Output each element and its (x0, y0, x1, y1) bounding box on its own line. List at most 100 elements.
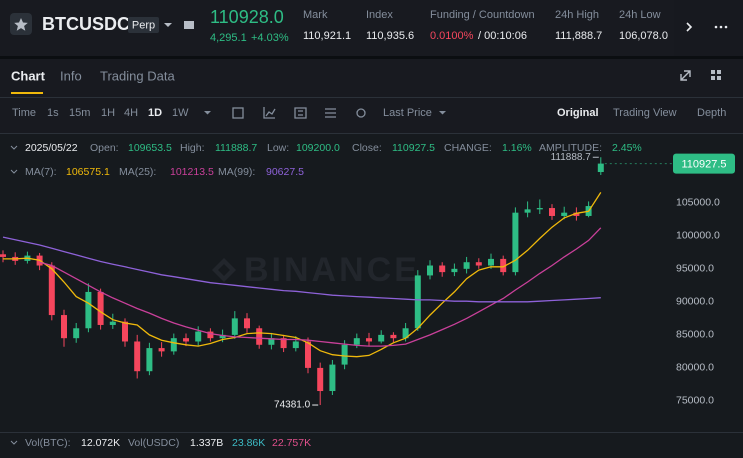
ma-legend-value: 106575.1 (66, 166, 110, 178)
stat-extra: / 00:10:06 (478, 30, 527, 42)
last-price-text: 110927.5 (681, 159, 726, 171)
candle-body (170, 338, 177, 352)
candle-body (48, 265, 55, 316)
price-change: 4,295.1 (210, 32, 247, 44)
vol-label: Vol(USDC) (128, 437, 179, 449)
interval[interactable]: 1H (101, 107, 115, 119)
candle-body (207, 331, 214, 339)
y-tick-label: 80000.0 (676, 362, 714, 374)
settings-list-icon[interactable] (325, 108, 336, 118)
stat-label: 24h High (555, 9, 599, 21)
candle-body (61, 315, 67, 339)
candle-body (549, 208, 555, 216)
vol-label: Vol(BTC): (25, 437, 71, 449)
chevron[interactable] (10, 440, 18, 445)
y-tick-label: 75000.0 (676, 395, 714, 407)
fullscreen-icon[interactable] (680, 70, 691, 81)
candle-body (317, 367, 324, 392)
candle-body (561, 212, 568, 216)
candle-body (597, 163, 604, 173)
layout-icon[interactable] (711, 70, 721, 80)
scroll-right[interactable] (686, 22, 693, 32)
candle-body (280, 338, 287, 349)
candle-body (353, 338, 360, 345)
separator (0, 97, 743, 98)
interval[interactable]: 1W (172, 107, 189, 119)
info-label: Close: (352, 142, 382, 154)
tab[interactable]: Info (60, 68, 82, 83)
view[interactable]: Trading View (613, 107, 677, 119)
ma-line (39, 227, 602, 347)
price-type[interactable]: Last Price (383, 107, 432, 119)
chevron[interactable] (10, 145, 18, 150)
stat-value: 110,935.6 (366, 30, 414, 42)
stat-label: 24h Low (619, 9, 661, 21)
indicator-icon[interactable] (263, 107, 276, 119)
separator (0, 133, 743, 134)
view-active[interactable]: Original (557, 107, 599, 119)
badge-text: Perp (132, 19, 155, 31)
candle-body (183, 338, 189, 342)
toolbar-icons (232, 107, 366, 119)
candle-body (256, 328, 263, 345)
caret[interactable] (164, 23, 172, 27)
plot: 105000.0 100000.0 95000.0 90000.0 85000.0 800… (0, 152, 735, 411)
ma-legend-name: MA(7): (25, 166, 57, 178)
stat-value: 111,888.7 (555, 30, 602, 42)
watermark: BINANCE (244, 251, 420, 289)
chart-background (0, 134, 743, 458)
ma-legend-name: MA(25): (119, 166, 156, 178)
interval[interactable]: 1s (47, 107, 59, 119)
info-value: 109200.0 (296, 142, 340, 154)
candle-body (378, 334, 385, 342)
vol-ma-value: 22.757K (272, 437, 311, 449)
ma-legend-value: 101213.5 (170, 166, 214, 178)
template-icon[interactable] (294, 107, 307, 119)
candle-body (85, 291, 92, 329)
chevron[interactable] (10, 169, 18, 174)
price-type-caret[interactable] (439, 111, 446, 115)
more-button[interactable] (714, 25, 728, 29)
interval[interactable]: Time (12, 107, 36, 119)
candle-body (146, 348, 153, 372)
info-value: 110927.5 (392, 142, 435, 154)
vol-value: 12.072K (81, 437, 120, 449)
stat-label: Mark (303, 9, 328, 21)
interval-caret[interactable] (204, 111, 211, 115)
candle-body (573, 212, 580, 216)
candle-body (500, 258, 507, 273)
y-tick-label: 90000.0 (676, 296, 714, 308)
candle-body (427, 265, 433, 276)
interval[interactable]: 4H (124, 107, 138, 119)
stat-value: 106,078.0 (619, 30, 668, 42)
badge (128, 17, 159, 33)
star-icon (14, 18, 28, 31)
tab[interactable]: Trading Data (100, 68, 175, 83)
candle-body (73, 328, 80, 339)
symbol[interactable]: BTCUSDC (42, 14, 130, 34)
book-icon[interactable] (184, 21, 194, 29)
tab-underline (11, 92, 43, 94)
price-change-pct: +4.03% (251, 32, 289, 44)
info-label: AMPLITUDE: (539, 142, 602, 154)
tab[interactable]: Chart (11, 68, 46, 83)
high-label: 111888.7 (551, 152, 592, 163)
info-label: CHANGE: (444, 142, 492, 154)
candle-body (219, 334, 226, 339)
ma-legend-value: 90627.5 (266, 166, 304, 178)
calendar-icon[interactable] (232, 107, 244, 119)
interval[interactable]: 15m (69, 107, 90, 119)
candle-body (366, 338, 372, 342)
view[interactable]: Depth (697, 107, 726, 119)
gear-icon[interactable] (356, 108, 366, 118)
candle-body (122, 321, 128, 342)
ma-line (2, 236, 601, 303)
separator (0, 432, 743, 433)
candle-body (195, 331, 202, 342)
interval-active[interactable]: 1D (148, 107, 162, 119)
candle-body (268, 338, 275, 345)
vol-ma-value: 23.86K (232, 437, 265, 449)
candle-body (97, 291, 104, 325)
candle-body (402, 328, 409, 339)
candle-body (231, 318, 238, 335)
